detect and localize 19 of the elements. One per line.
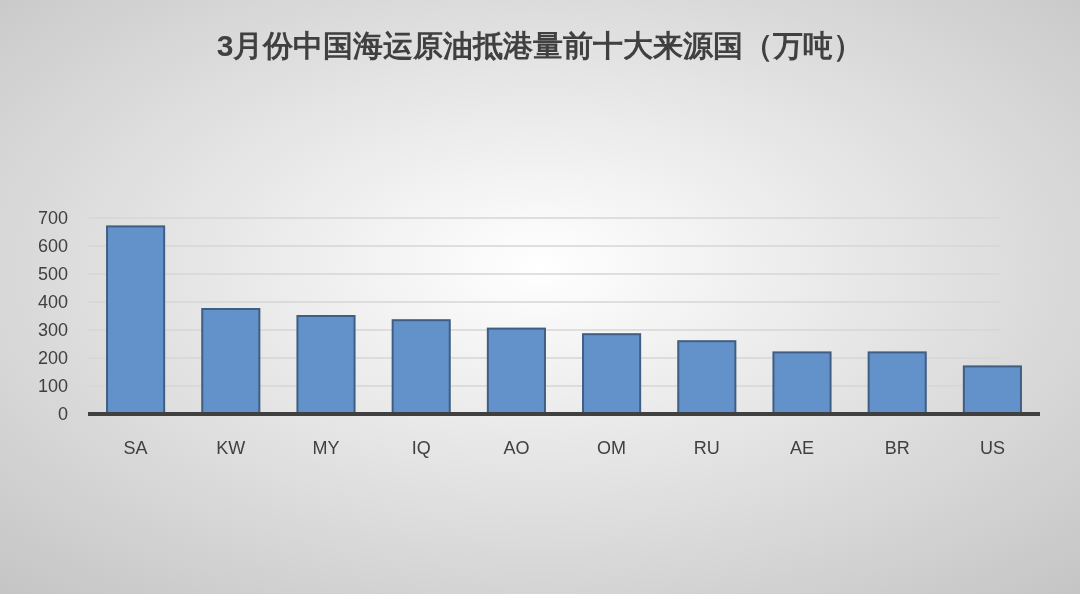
x-tick: KW [216, 438, 246, 458]
y-tick: 400 [37, 292, 68, 312]
x-tick: BR [884, 438, 910, 458]
y-tick: 300 [37, 320, 68, 340]
x-tick: AE [790, 438, 814, 458]
x-tick: US [979, 438, 1005, 458]
x-tick: RU [693, 438, 720, 458]
y-tick: 100 [37, 376, 68, 396]
x-tick: AO [503, 438, 530, 458]
title: 3月份中国海运原油抵港量前十大来源国（万吨） [216, 29, 864, 62]
x-tick: OM [597, 438, 627, 458]
x-tick: MY [312, 438, 340, 458]
y-tick: 600 [37, 236, 68, 256]
x-tick: IQ [411, 438, 431, 458]
y-tick: 0 [58, 404, 68, 424]
y-tick: 700 [37, 208, 68, 228]
x-tick: SA [123, 438, 148, 458]
y-tick: 200 [37, 348, 68, 368]
y-tick: 500 [37, 264, 68, 284]
